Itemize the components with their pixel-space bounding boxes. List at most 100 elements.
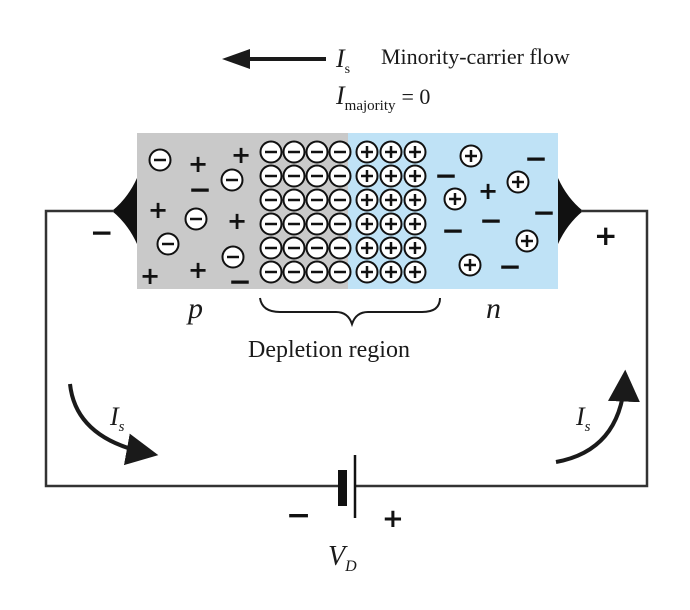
depletion-positive-ion [355, 212, 379, 236]
depletion-negative-ion [328, 164, 352, 188]
depletion-negative-ion [259, 188, 283, 212]
n-region-hole: + [478, 177, 498, 205]
depletion-positive-ion [403, 212, 427, 236]
depletion-brace [259, 297, 441, 328]
depletion-negative-ion [282, 188, 306, 212]
depletion-negative-ion [305, 212, 329, 236]
p-region-negative-ion [221, 245, 245, 269]
depletion-negative-ion [282, 140, 306, 164]
left-current-symbol: I [109, 402, 120, 431]
depletion-positive-ion [379, 212, 403, 236]
depletion-positive-ion [379, 236, 403, 260]
n-region-electron: − [524, 142, 547, 175]
svg-text:Is: Is [109, 402, 125, 435]
depletion-positive-ion [355, 236, 379, 260]
depletion-negative-ion [328, 188, 352, 212]
battery-minus: − [286, 498, 311, 533]
depletion-negative-ion [328, 236, 352, 260]
depletion-positive-ion [403, 236, 427, 260]
n-region-positive-ion [515, 229, 539, 253]
vd-symbol: V [328, 541, 348, 572]
svg-text:Imajority= 0: Imajority = 0 [335, 81, 430, 114]
n-label: n [486, 292, 501, 325]
right-current-symbol: I [575, 402, 586, 431]
depletion-positive-ion [403, 140, 427, 164]
depletion-negative-ion [282, 236, 306, 260]
depletion-positive-ion [403, 260, 427, 284]
depletion-positive-ion [379, 260, 403, 284]
depletion-negative-ion [259, 164, 283, 188]
depletion-negative-ion [305, 236, 329, 260]
n-region-electron: − [434, 159, 457, 192]
p-region-hole: + [140, 262, 160, 290]
p-region-electron: − [188, 173, 211, 206]
depletion-positive-ion [355, 260, 379, 284]
n-region [437, 133, 558, 289]
battery-symbol [338, 455, 357, 518]
n-region-positive-ion [506, 170, 530, 194]
p-label: p [186, 292, 203, 325]
depletion-positive-ion [355, 140, 379, 164]
majority-subscript: majority [345, 98, 396, 114]
is-subscript: s [345, 62, 350, 77]
p-region-negative-ion [148, 148, 172, 172]
n-region-electron: − [441, 214, 464, 247]
p-region-hole: + [227, 207, 247, 235]
p-region-negative-ion [184, 207, 208, 231]
battery-plus: + [382, 504, 404, 534]
n-region-electron: − [498, 250, 521, 283]
minority-flow-arrow [222, 49, 326, 69]
majority-symbol: I [335, 81, 346, 110]
depletion-negative-ion [328, 140, 352, 164]
right-current-arrow [555, 369, 640, 464]
depletion-positive-ion [403, 188, 427, 212]
charge-carriers: + ++ ++ +−−−−− −−−+ [140, 140, 556, 298]
p-region-hole: + [148, 196, 168, 224]
right-terminal-sign: + [594, 219, 617, 252]
majority-value: = 0 [402, 84, 431, 109]
p-region-electron: − [228, 265, 251, 298]
depletion-negative-ion [282, 164, 306, 188]
n-region-electron: − [532, 196, 555, 229]
depletion-positive-ion [379, 140, 403, 164]
right-contact [558, 178, 583, 244]
depletion-label: Depletion region [248, 337, 410, 363]
p-region-negative-ion [220, 168, 244, 192]
depletion-negative-ion [282, 212, 306, 236]
vd-subscript: D [344, 558, 357, 575]
depletion-negative-ion [305, 260, 329, 284]
depletion-negative-ion [305, 164, 329, 188]
depletion-negative-ion [259, 140, 283, 164]
left-current-arrow [68, 383, 159, 466]
svg-text:Is: Is [575, 402, 591, 435]
depletion-negative-ion [259, 260, 283, 284]
n-region-positive-ion [458, 253, 482, 277]
depletion-negative-ion [259, 236, 283, 260]
n-region-positive-ion [443, 187, 467, 211]
depletion-negative-ion [305, 188, 329, 212]
circuit-wire [44, 209, 649, 488]
p-region-hole: + [188, 150, 208, 178]
depletion-positive-ion [355, 188, 379, 212]
n-region-positive-ion [459, 144, 483, 168]
depletion-negative-ion [305, 140, 329, 164]
svg-text:Is: Is [335, 44, 350, 77]
right-current-subscript: s [585, 419, 591, 435]
minority-flow-label: Minority-carrier flow [381, 44, 570, 69]
p-region-negative-ion [156, 232, 180, 256]
depletion-negative-ion [328, 260, 352, 284]
depletion-positive-ion [355, 164, 379, 188]
p-region-hole: + [188, 256, 208, 284]
depletion-negative-ion [259, 212, 283, 236]
is-symbol: I [335, 44, 346, 73]
depletion-negative-ion [282, 260, 306, 284]
left-current-subscript: s [119, 419, 125, 435]
depletion-positive-ion [379, 164, 403, 188]
depletion-negative-ion [328, 212, 352, 236]
svg-text:VD: VD [328, 541, 357, 575]
n-region-electron: − [479, 204, 502, 237]
left-contact [112, 178, 137, 244]
depletion-positive-ion [379, 188, 403, 212]
depletion-positive-ion [403, 164, 427, 188]
